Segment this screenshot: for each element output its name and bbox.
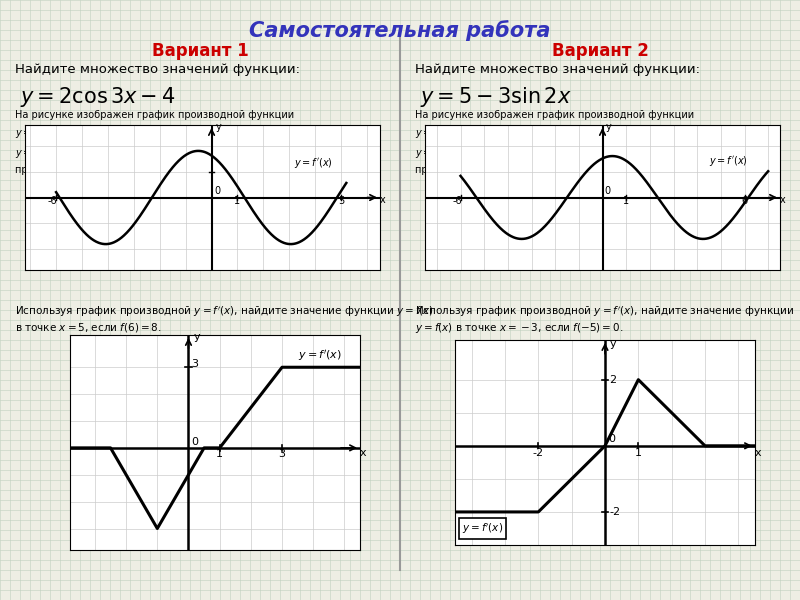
- Text: Вариант 2: Вариант 2: [551, 42, 649, 60]
- Text: 6: 6: [742, 196, 747, 206]
- Text: Самостоятельная работа: Самостоятельная работа: [250, 20, 550, 41]
- Text: На рисунке изображен график производной функции
$y=f'(x)$, заданной на отрезке $: На рисунке изображен график производной …: [415, 110, 723, 175]
- Text: 0: 0: [605, 187, 611, 196]
- Text: -6: -6: [47, 196, 57, 206]
- Text: y: y: [215, 122, 222, 132]
- Text: Используя график производной $y = f'(x)$, найдите значение функции $y = f(x)$: Используя график производной $y = f'(x)$…: [15, 305, 434, 319]
- Text: Используя график производной $y = f'(x)$, найдите значение функции: Используя график производной $y = f'(x)$…: [415, 305, 794, 319]
- Text: 0: 0: [214, 187, 220, 196]
- Text: 1: 1: [635, 448, 642, 458]
- Text: x: x: [380, 194, 386, 205]
- Text: $y = f'(x)$: $y = f'(x)$: [709, 154, 748, 168]
- Text: x: x: [780, 194, 786, 205]
- Text: $y = f(x)$ в точке $x = -3$, если $f(-5) = 0$.: $y = f(x)$ в точке $x = -3$, если $f(-5)…: [415, 321, 623, 335]
- Text: x: x: [360, 448, 366, 458]
- Text: 3: 3: [278, 449, 286, 459]
- Text: Вариант 1: Вариант 1: [152, 42, 248, 60]
- Text: $y = 2\cos 3x - 4$: $y = 2\cos 3x - 4$: [20, 85, 176, 109]
- Text: 0: 0: [608, 434, 615, 445]
- Text: $y = f'(x)$: $y = f'(x)$: [462, 521, 503, 536]
- Text: 1: 1: [623, 196, 630, 206]
- Text: 3: 3: [192, 359, 198, 369]
- Text: в точке $x = 5$, если $f(6) = 8$.: в точке $x = 5$, если $f(6) = 8$.: [15, 321, 162, 334]
- Text: 2: 2: [609, 374, 616, 385]
- Text: $y = f'(x)$: $y = f'(x)$: [294, 157, 334, 170]
- Text: -6: -6: [452, 196, 462, 206]
- Text: $y = 5 - 3\sin 2x$: $y = 5 - 3\sin 2x$: [420, 85, 572, 109]
- Text: y: y: [610, 338, 617, 349]
- Text: Найдите множество значений функции:: Найдите множество значений функции:: [15, 63, 300, 76]
- Text: -2: -2: [533, 448, 544, 458]
- Text: 5: 5: [338, 196, 344, 206]
- Text: Найдите множество значений функции:: Найдите множество значений функции:: [415, 63, 700, 76]
- Text: -2: -2: [609, 507, 620, 517]
- Text: 0: 0: [192, 437, 198, 447]
- Text: $y = f'(x)$: $y = f'(x)$: [298, 349, 342, 364]
- Text: На рисунке изображен график производной функции
$y=f'(x)$, заданной на отрезке $: На рисунке изображен график производной …: [15, 110, 323, 175]
- Text: x: x: [755, 448, 762, 458]
- Text: y: y: [193, 332, 200, 343]
- Text: y: y: [606, 122, 612, 132]
- Text: 1: 1: [216, 449, 223, 459]
- Text: 1: 1: [234, 196, 241, 206]
